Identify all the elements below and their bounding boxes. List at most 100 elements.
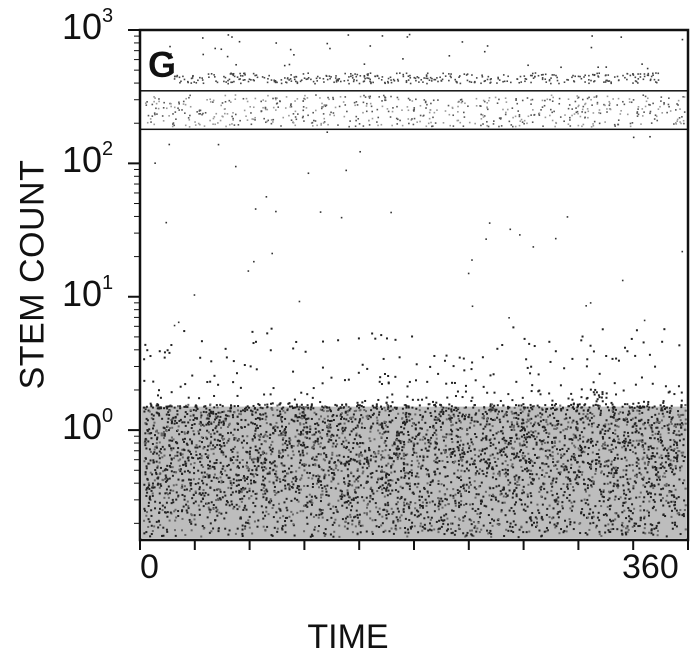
data-point [400, 417, 403, 420]
data-point [536, 456, 539, 459]
data-point [606, 95, 609, 98]
data-point [389, 409, 392, 412]
data-point [281, 464, 284, 467]
data-point [551, 119, 554, 122]
data-point [522, 403, 525, 406]
data-point [520, 448, 523, 451]
data-point [547, 415, 550, 418]
data-point [642, 484, 645, 487]
data-point [363, 462, 366, 465]
data-point [341, 403, 344, 406]
data-point [220, 450, 223, 453]
data-point [408, 503, 411, 506]
data-point [672, 439, 675, 442]
data-point [194, 124, 197, 126]
data-point [511, 412, 514, 415]
data-point [568, 499, 571, 502]
data-point [330, 467, 333, 470]
data-point [518, 498, 521, 501]
data-point [651, 484, 654, 487]
data-point [226, 414, 229, 417]
data-point [440, 428, 443, 431]
data-point [459, 485, 462, 488]
data-point [623, 442, 626, 445]
data-point [305, 421, 308, 424]
data-point [243, 506, 246, 509]
data-point [399, 497, 402, 500]
data-point [432, 424, 435, 427]
data-point [340, 418, 343, 421]
data-point [435, 458, 438, 461]
data-point [498, 117, 501, 119]
data-point [344, 517, 347, 520]
data-point [665, 406, 668, 409]
data-point [525, 358, 528, 361]
data-point [414, 379, 417, 382]
data-point [349, 407, 352, 410]
data-point [353, 516, 356, 519]
data-point [255, 424, 258, 427]
data-point [234, 94, 237, 96]
data-point [198, 486, 201, 489]
data-point [334, 518, 337, 521]
data-point [474, 433, 477, 436]
data-point [315, 482, 318, 485]
data-point [427, 449, 430, 452]
data-point [420, 465, 423, 468]
data-point [427, 516, 430, 519]
data-point [650, 455, 653, 458]
data-point [647, 514, 650, 517]
data-point [265, 415, 268, 418]
data-point [484, 410, 487, 413]
data-point [592, 123, 594, 125]
data-point [302, 115, 304, 118]
data-point [348, 433, 351, 436]
data-point [449, 415, 452, 418]
data-point [180, 529, 183, 532]
data-point [166, 464, 169, 467]
data-point [515, 434, 518, 437]
data-point [181, 438, 184, 441]
data-point [219, 119, 222, 122]
data-point [506, 464, 509, 467]
data-point [187, 505, 190, 508]
data-point [521, 454, 524, 457]
data-point [276, 409, 279, 412]
data-point [276, 426, 279, 429]
data-point [164, 511, 167, 514]
data-point [410, 512, 413, 515]
data-point [559, 448, 562, 451]
data-point [365, 496, 368, 499]
data-point [495, 485, 498, 488]
data-point [592, 404, 595, 407]
data-point [207, 464, 210, 467]
data-point [265, 510, 268, 513]
data-point [246, 442, 249, 445]
data-point [669, 463, 672, 466]
data-point [481, 413, 484, 416]
data-point [368, 500, 371, 503]
data-point [272, 481, 275, 484]
data-point [272, 461, 275, 464]
data-point [200, 464, 203, 467]
data-point [610, 463, 613, 466]
data-point [669, 420, 672, 423]
data-point [456, 119, 459, 122]
data-point [577, 112, 579, 115]
data-point [355, 453, 358, 456]
data-point [280, 462, 283, 465]
data-point [622, 489, 625, 492]
data-point [441, 435, 444, 438]
data-point [540, 109, 542, 111]
data-point [223, 437, 226, 440]
data-point [359, 150, 361, 153]
data-point [678, 450, 681, 453]
data-point [180, 486, 183, 489]
data-point [386, 510, 389, 513]
data-point [403, 476, 406, 479]
data-point [209, 380, 212, 383]
data-point [332, 468, 335, 471]
data-point [229, 410, 232, 413]
data-point [677, 99, 680, 102]
data-point [460, 469, 463, 472]
